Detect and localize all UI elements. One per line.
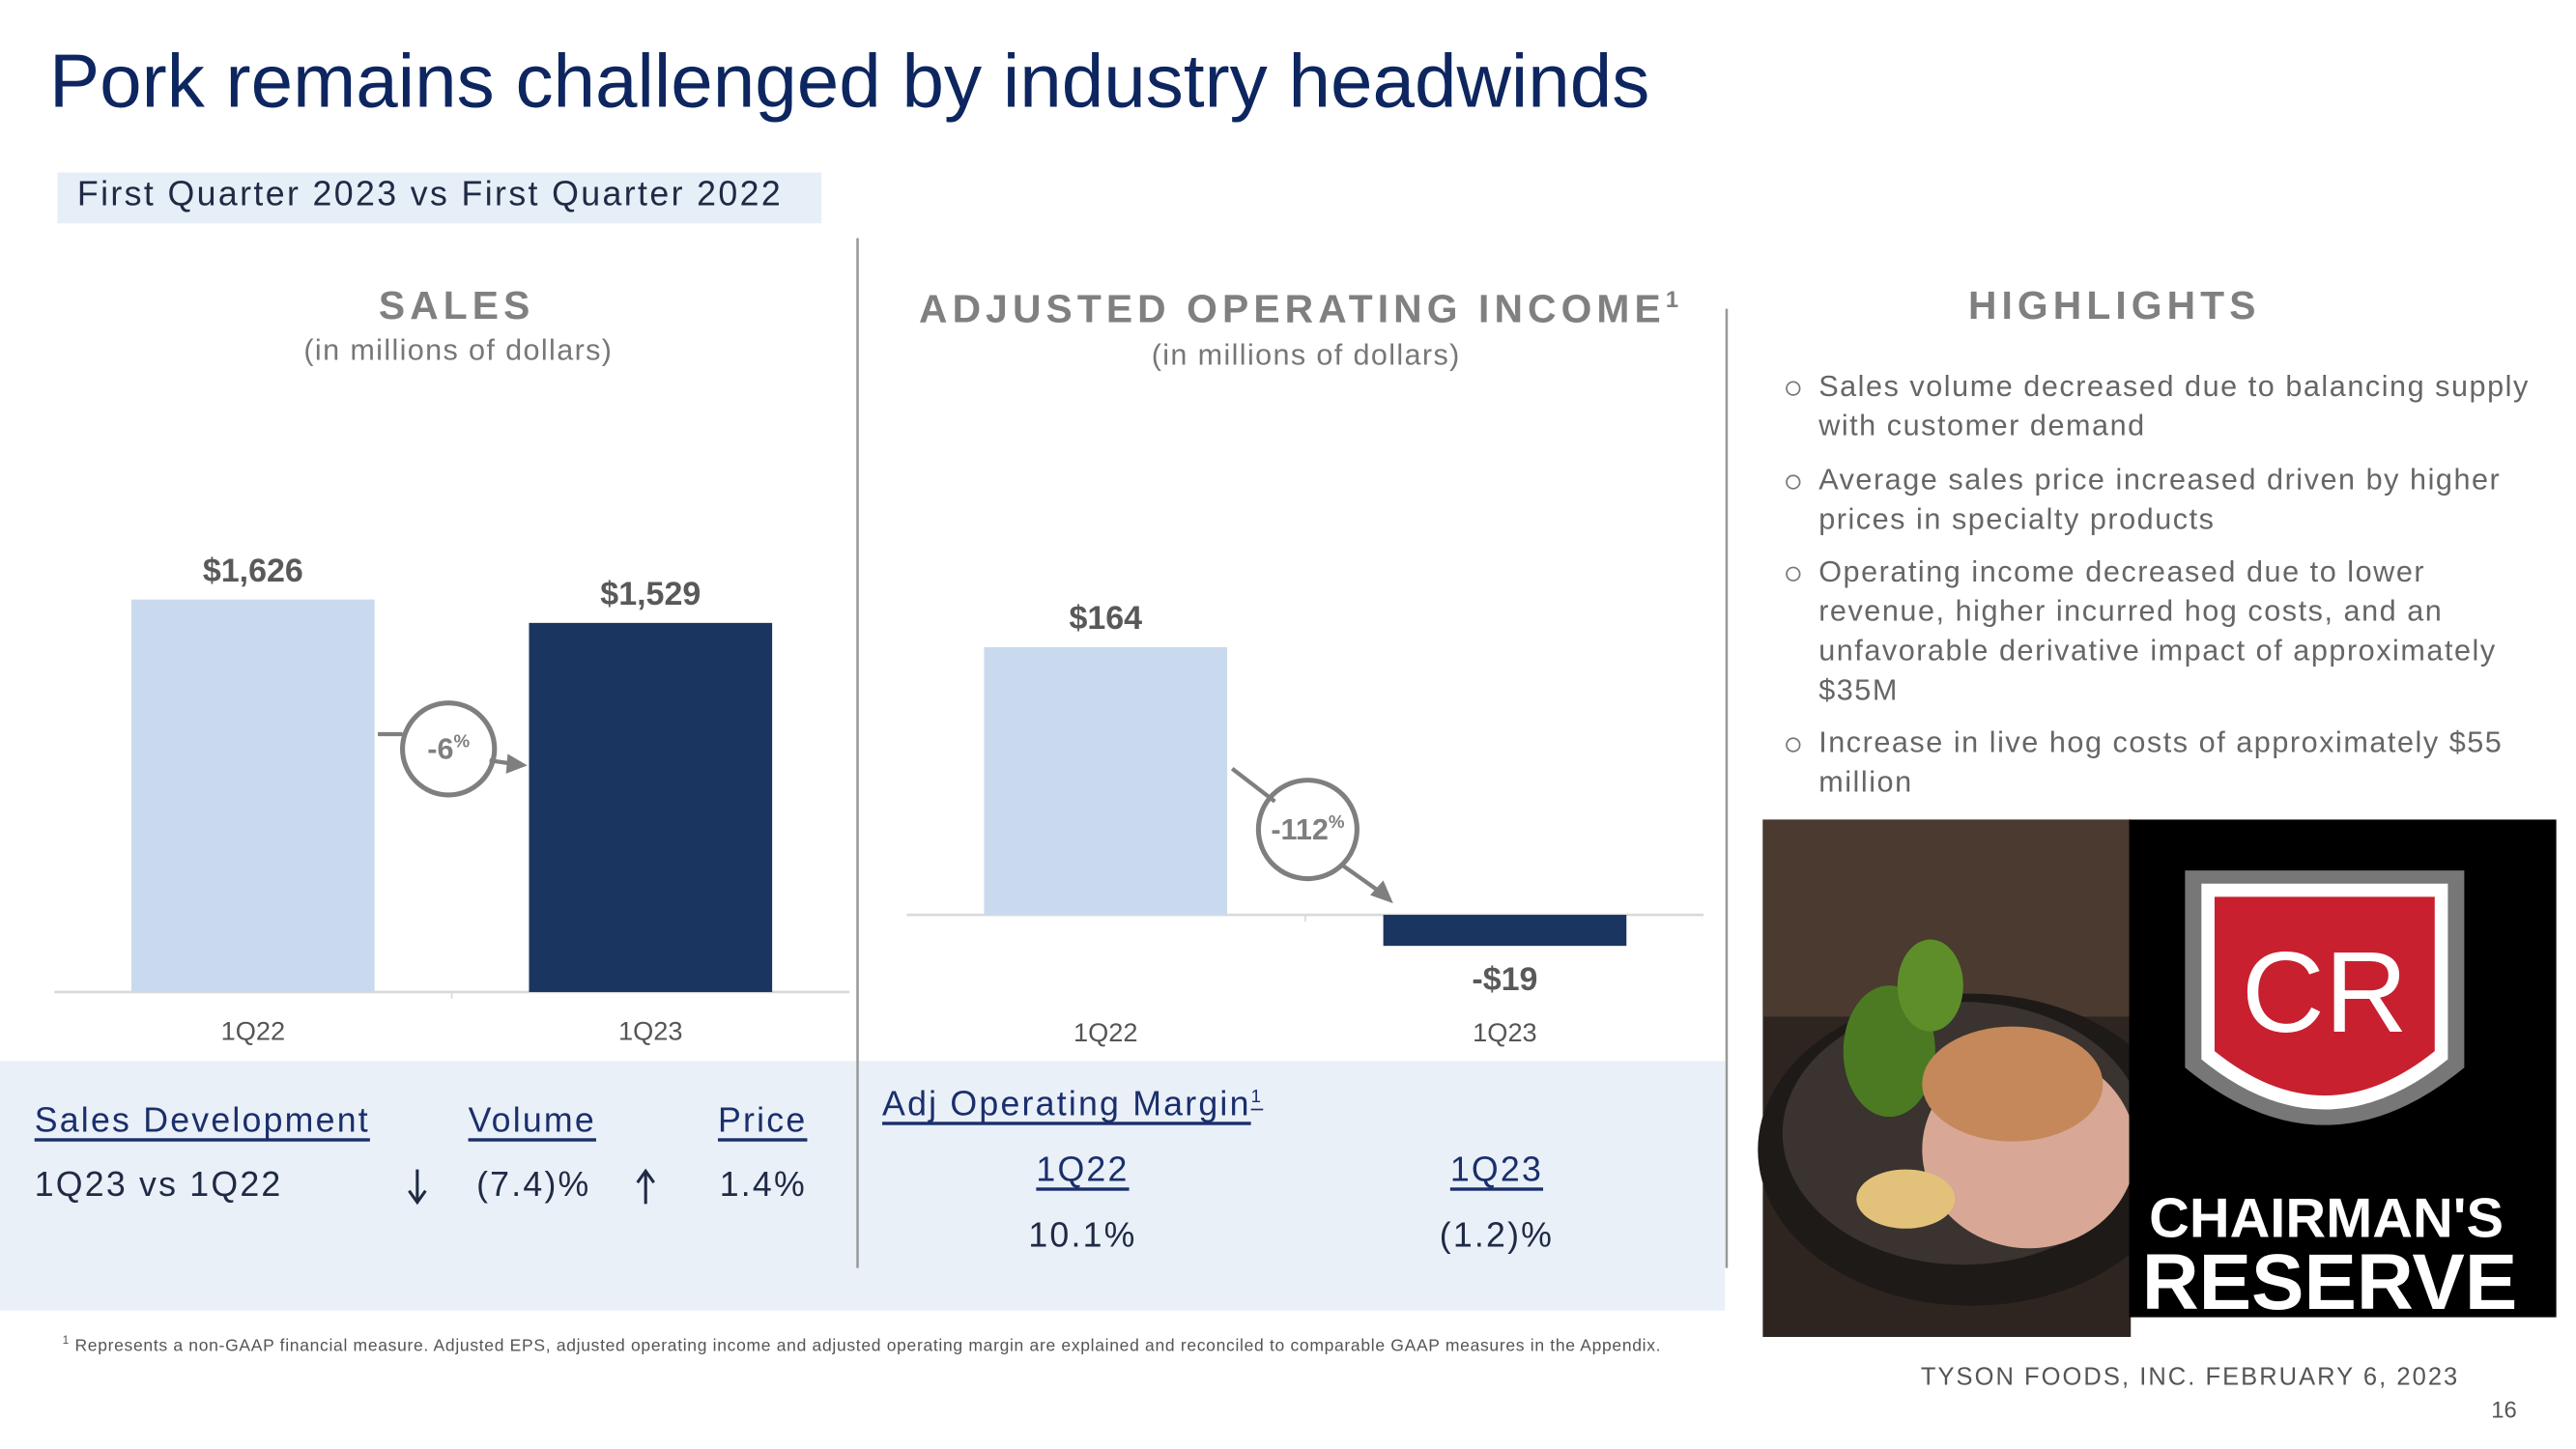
bullet — [1786, 566, 1801, 582]
bullet — [1786, 474, 1801, 490]
arrowhead — [505, 753, 528, 774]
chart-title-note: 1 — [1666, 287, 1683, 313]
product-photo — [1758, 819, 2186, 1338]
footnote-text: Represents a non-GAAP financial measure.… — [74, 1337, 1662, 1356]
chart-title-text: ADJUSTED OPERATING INCOME — [919, 286, 1666, 330]
bar — [131, 599, 375, 992]
footnote-marker: 1 — [62, 1335, 70, 1348]
direction-arrow — [636, 1168, 655, 1205]
bar — [984, 646, 1228, 916]
arrowhead — [1370, 880, 1393, 904]
highlights-title: HIGHLIGHTS — [1968, 283, 2261, 327]
category-label: 1Q23 — [618, 1015, 683, 1045]
highlight-item: Increase in live hog costs of approximat… — [1818, 725, 2504, 799]
margin-title-text: Adj Operating Margin — [882, 1085, 1251, 1123]
value-label: $164 — [1069, 600, 1142, 637]
margin-title: Adj Operating Margin1 — [882, 1086, 1263, 1125]
highlight-item: Operating income decreased due to lower … — [1818, 554, 2497, 707]
bullet — [1786, 737, 1801, 753]
category-label: 1Q22 — [221, 1015, 286, 1045]
column-value: 10.1% — [1028, 1216, 1137, 1255]
page-number: 16 — [2491, 1396, 2517, 1423]
change-circle — [1255, 778, 1360, 882]
slide-title: Pork remains challenged by industry head… — [49, 38, 1650, 124]
column-header: Price — [718, 1101, 808, 1140]
value-label: $1,626 — [203, 553, 303, 589]
chart-subtitle: (in millions of dollars) — [1152, 338, 1461, 371]
margin-title-note: 1 — [1250, 1087, 1264, 1107]
chart-subtitle: (in millions of dollars) — [303, 333, 613, 366]
chart-title: ADJUSTED OPERATING INCOME1 — [919, 286, 1683, 330]
change-unit: % — [453, 731, 470, 752]
category-label: 1Q23 — [1473, 1017, 1537, 1047]
highlight-item: Average sales price increased driven by … — [1818, 463, 2502, 536]
logo-monogram: CR — [2242, 928, 2408, 1057]
change-unit: % — [1329, 811, 1345, 832]
bar — [529, 622, 773, 992]
footer: TYSON FOODS, INC. FEBRUARY 6, 2023 — [1920, 1363, 2460, 1392]
summary-band — [0, 1061, 1726, 1311]
value-label: -$19 — [1472, 961, 1537, 998]
logo-line: RESERVE — [2142, 1238, 2518, 1326]
sales-dev-period: 1Q23 vs 1Q22 — [34, 1166, 283, 1205]
column-header: 1Q23 — [1449, 1151, 1544, 1189]
brand-logo: CR CHAIRMAN'S RESERVE — [2129, 819, 2557, 1326]
connector — [1230, 767, 1276, 804]
column-value: (7.4)% — [476, 1166, 591, 1205]
connector — [1339, 862, 1382, 894]
slide-subtitle: First Quarter 2023 vs First Quarter 2022 — [76, 175, 784, 214]
subtitle-box — [57, 172, 822, 224]
footnote: 1 Represents a non-GAAP financial measur… — [63, 1335, 1662, 1355]
bar — [1383, 915, 1627, 947]
logo-line: CHAIRMAN'S — [2149, 1187, 2504, 1249]
direction-arrow — [408, 1169, 427, 1206]
column-header: 1Q22 — [1036, 1151, 1130, 1189]
change-label: -6% — [427, 731, 470, 766]
category-label: 1Q22 — [1073, 1017, 1138, 1047]
column-header: Volume — [468, 1101, 596, 1140]
column-value: 1.4% — [719, 1166, 807, 1205]
column-value: (1.2)% — [1439, 1216, 1555, 1255]
bullet — [1786, 381, 1801, 396]
sales-dev-title: Sales Development — [34, 1101, 370, 1140]
change-value: -6 — [427, 733, 453, 766]
change-value: -112 — [1271, 813, 1329, 846]
value-label: $1,529 — [600, 576, 701, 612]
change-circle — [400, 700, 498, 798]
change-label: -112% — [1271, 811, 1345, 846]
chart-title: SALES — [379, 283, 535, 327]
highlight-item: Sales volume decreased due to balancing … — [1818, 369, 2530, 442]
